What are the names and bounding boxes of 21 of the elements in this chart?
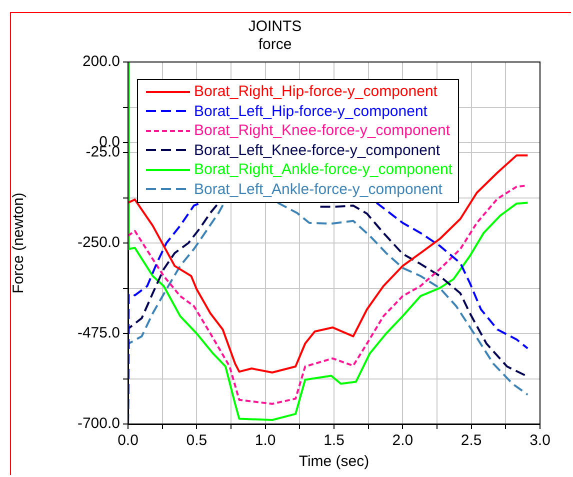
x-tick-label: 0.0: [118, 432, 138, 450]
y-tick-label: -475.0: [77, 324, 120, 342]
chart-title: JOINTS: [248, 18, 302, 36]
chart-subtitle: force: [258, 36, 292, 54]
legend-label: Borat_Left_Hip-force-y_component: [194, 102, 428, 121]
x-tick-label: 2.5: [460, 432, 482, 450]
legend-label: Borat_Right_Knee-force-y_component: [194, 121, 450, 140]
y-tick-label: 200.0: [82, 53, 120, 70]
legend-label: Borat_Right_Ankle-force-y_component: [194, 160, 452, 180]
x-axis-title: Time (sec): [298, 453, 370, 470]
x-tick-label: 1.5: [324, 432, 344, 450]
legend-label: Borat_Left_Ankle-force-y_component: [194, 180, 442, 199]
x-tick-label: 0.5: [186, 432, 208, 450]
y-tick-label: -250.0: [77, 234, 120, 252]
y-axis-title: Force (newton): [10, 192, 28, 294]
x-tick-label: 2.0: [392, 432, 414, 450]
y-tick-label: -700.0: [77, 415, 120, 432]
x-tick-label: 1.0: [254, 432, 276, 450]
legend-label: Borat_Left_Knee-force-y_component: [194, 140, 440, 160]
legend-label: Borat_Right_Hip-force-y_component: [194, 82, 438, 102]
x-tick-label: 3.0: [530, 432, 550, 450]
